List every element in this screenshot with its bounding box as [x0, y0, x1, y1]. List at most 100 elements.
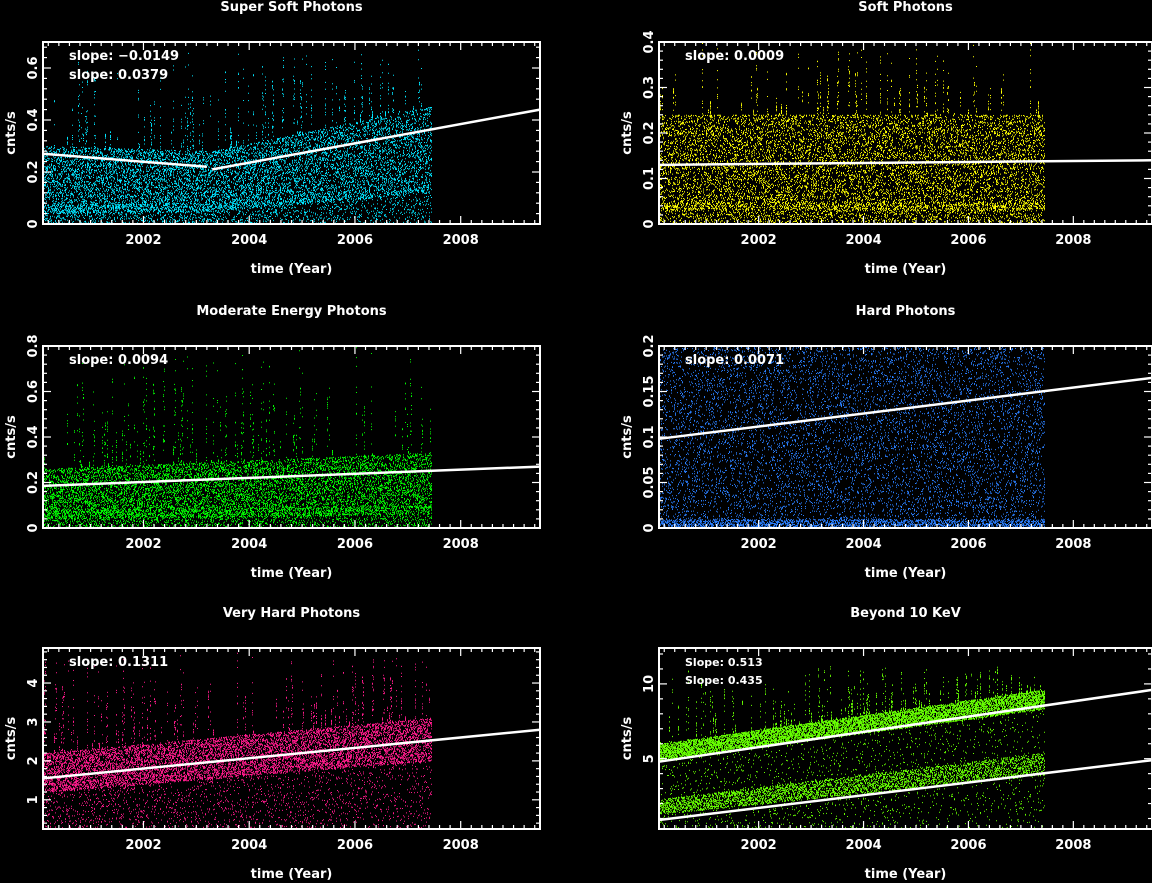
- y-tick-label: 0.1: [642, 425, 657, 448]
- fit-line: [42, 728, 541, 780]
- x-tick-label: 2008: [1055, 838, 1091, 853]
- y-axis-label: cnts/s: [620, 717, 635, 761]
- slope-annotation: slope: 0.0379: [69, 68, 168, 83]
- slope-annotation: Slope: 0.513: [685, 656, 763, 669]
- plot-panel: 2002 2004 2006 2008 0 0.1 0.2 0.3 0.4 Soft Photon…: [620, 0, 1152, 277]
- y-axis: 5 10: [642, 653, 1152, 820]
- slope-annotation: Slope: 0.435: [685, 674, 763, 687]
- y-tick-label: 3: [26, 717, 41, 726]
- x-tick-label: 2004: [845, 233, 881, 248]
- y-tick-label: 0.8: [26, 334, 41, 357]
- chart-title: Hard Photons: [856, 304, 956, 319]
- data-points: [43, 652, 432, 830]
- y-axis: 0 0.05 0.1 0.15 0.2: [642, 334, 1152, 533]
- y-tick-label: 0.2: [26, 471, 41, 494]
- y-tick-label: 0.2: [642, 121, 657, 144]
- data-points: [43, 49, 432, 226]
- x-tick-label: 2006: [950, 838, 986, 853]
- x-tick-label: 2002: [741, 537, 777, 552]
- fit-line: [658, 376, 1152, 441]
- chart-title: Very Hard Photons: [223, 606, 361, 621]
- y-tick-label: 0.1: [642, 167, 657, 190]
- y-axis-label: cnts/s: [4, 415, 19, 459]
- y-axis: 0 0.2 0.4 0.6 0.8: [26, 334, 540, 533]
- y-tick-label: 0.2: [642, 334, 657, 357]
- y-axis-label: cnts/s: [4, 111, 19, 155]
- fit-line: [211, 108, 541, 171]
- data-points: [43, 347, 432, 529]
- chart-title: Moderate Energy Photons: [196, 304, 387, 319]
- y-tick-label: 0.6: [26, 380, 41, 403]
- plot-panel: 2002 2004 2006 2008 1 2 3 4 Very Hard Photons tim…: [4, 606, 541, 882]
- y-tick-label: 0.4: [26, 425, 41, 448]
- plot-panel: 2002 2004 2006 2008 0 0.2 0.4 0.6 0.8 Moderate En…: [4, 304, 541, 581]
- x-tick-label: 2006: [337, 838, 373, 853]
- scatter-points: [43, 49, 432, 226]
- slope-annotation: slope: 0.0094: [69, 353, 168, 368]
- y-tick-label: 10: [642, 675, 657, 693]
- x-tick-label: 2002: [125, 233, 161, 248]
- y-tick-label: 0: [642, 523, 657, 532]
- x-tick-label: 2008: [1055, 537, 1091, 552]
- fit-line: [658, 688, 1152, 763]
- slope-annotation: slope: −0.0149: [69, 49, 179, 64]
- x-axis: 2002 2004 2006 2008: [47, 346, 536, 552]
- scatter-points: [43, 347, 432, 529]
- x-tick-label: 2006: [950, 233, 986, 248]
- chart-title: Beyond 10 KeV: [850, 606, 961, 621]
- y-tick-label: 5: [642, 754, 657, 763]
- y-axis: 0 0.1 0.2 0.3 0.4: [642, 30, 1152, 229]
- x-axis: 2002 2004 2006 2008: [47, 42, 536, 248]
- x-tick-label: 2008: [443, 838, 479, 853]
- x-tick-label: 2002: [741, 233, 777, 248]
- x-tick-label: 2006: [337, 233, 373, 248]
- scatter-points: [659, 666, 1045, 830]
- plot-panel: 2002 2004 2006 2008 0 0.05 0.1 0.15 0.2 Hard Phot…: [620, 304, 1152, 581]
- slope-annotation: slope: 0.1311: [69, 655, 168, 670]
- y-axis-label: cnts/s: [620, 111, 635, 155]
- x-tick-label: 2002: [125, 838, 161, 853]
- x-axis-label: time (Year): [251, 566, 333, 581]
- y-axis-label: cnts/s: [620, 415, 635, 459]
- x-tick-label: 2004: [231, 838, 267, 853]
- x-tick-label: 2002: [125, 537, 161, 552]
- y-axis: 1 2 3 4: [26, 651, 540, 824]
- x-axis: 2002 2004 2006 2008: [47, 648, 536, 853]
- y-tick-label: 0.6: [26, 56, 41, 79]
- data-points: [659, 43, 1045, 225]
- fit-line: [658, 758, 1152, 822]
- x-axis-label: time (Year): [251, 262, 333, 277]
- x-tick-label: 2004: [231, 537, 267, 552]
- y-tick-label: 0: [642, 219, 657, 228]
- plot-panel: 2002 2004 2006 2008 0 0.2 0.4 0.6 Super Soft Pho…: [4, 0, 541, 277]
- scatter-points: [659, 43, 1045, 225]
- x-axis-label: time (Year): [865, 566, 947, 581]
- y-tick-label: 2: [26, 756, 41, 765]
- slope-annotation: slope: 0.0071: [685, 353, 784, 368]
- y-tick-label: 0.15: [642, 375, 657, 407]
- x-tick-label: 2008: [1055, 233, 1091, 248]
- y-tick-label: 0.05: [642, 466, 657, 498]
- x-axis: 2002 2004 2006 2008: [663, 42, 1148, 248]
- y-tick-label: 0.4: [26, 108, 41, 131]
- plot-frame: [42, 647, 541, 830]
- y-tick-label: 0.4: [642, 30, 657, 53]
- x-tick-label: 2008: [443, 233, 479, 248]
- x-tick-label: 2006: [950, 537, 986, 552]
- y-axis: 0 0.2 0.4 0.6: [26, 46, 540, 229]
- y-tick-label: 0: [26, 219, 41, 228]
- y-tick-label: 0.3: [642, 76, 657, 99]
- chart-title: Soft Photons: [858, 0, 953, 15]
- y-axis-label: cnts/s: [4, 717, 19, 761]
- y-tick-label: 0: [26, 523, 41, 532]
- x-axis: 2002 2004 2006 2008: [663, 346, 1148, 552]
- plot-panel: 2002 2004 2006 2008 5 10 Beyond 10 KeV time (Ye…: [620, 606, 1152, 882]
- x-axis-label: time (Year): [865, 867, 947, 882]
- x-tick-label: 2004: [231, 233, 267, 248]
- x-tick-label: 2004: [845, 537, 881, 552]
- y-tick-label: 4: [26, 679, 41, 688]
- y-tick-label: 1: [26, 795, 41, 804]
- fit-line: [42, 465, 541, 488]
